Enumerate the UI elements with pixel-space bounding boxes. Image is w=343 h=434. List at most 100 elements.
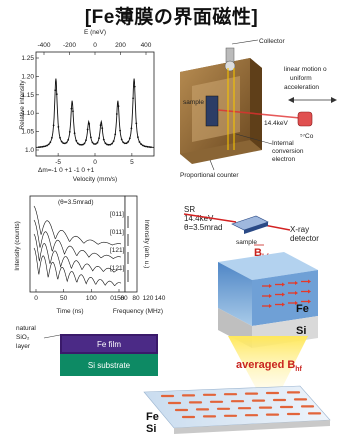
moss-data-point [55,93,58,96]
nrs-direction-label: [121] [110,265,125,272]
moss-data-point [109,143,112,146]
sr-detector-1: X-ray [290,225,309,234]
nrs-right-label: Intensity (arb. u.) [143,220,150,269]
moss-data-point [146,145,149,148]
moss-data-point [117,105,120,107]
moss-data-point [62,142,65,145]
nrs-freq-tick: 0 [110,295,114,302]
moss-data-point [72,110,74,113]
moss-data-point [59,136,61,139]
moss-ytick-label: 1.0 [25,147,34,154]
moss-data-point [120,138,123,141]
sr-line-2: 14.4keV [184,214,214,223]
moss-data-point [38,146,40,149]
moss-top-tick: -400 [37,42,50,49]
fe-moment-arrowhead [282,292,285,297]
moss-ytick-label: 1.20 [21,73,34,80]
moss-data-point [138,141,141,143]
moss-data-point [49,141,52,144]
fe-moment-arrowhead [295,301,298,305]
mossbauer-spectrum: E (neV) -400 -200 0 200 400 Relative intensi… [19,29,155,183]
sr-setup: SR 14.4keV θ=3.5mrad sample X-ray detect… [183,205,319,261]
fe-moment-arrowhead [269,294,272,298]
moss-data-point [112,140,115,143]
moss-data-point [67,139,70,141]
moss-data-point [115,113,118,115]
uniform-label: uniform [290,75,312,82]
moss-xtick-label: 0 [93,159,97,166]
moss-data-point [90,136,92,139]
internal-label-2: conversion [272,148,304,155]
moss-data-point [57,126,60,128]
page-title: [Fe薄膜の界面磁性] [84,7,259,28]
layer-label: layer [16,343,31,350]
sr-detector-2: detector [290,234,319,243]
moss-data-point [91,141,94,144]
moss-ytick-label: 1.15 [21,92,34,99]
moss-data-point [132,97,135,100]
moss-data-point [135,122,138,125]
moss-data-point [101,127,104,129]
moss-data-point [94,143,97,145]
internal-label-1: Internal [272,140,294,147]
moss-data-point [73,132,76,135]
nrs-xtick-label: 50 [60,295,68,302]
moss-data-point [127,140,130,143]
nrs-direction-label: [121] [110,247,125,254]
nrs-xtick-label: 150 [114,295,125,302]
mossbauer-ylabel: Relative intensity [19,80,26,130]
moss-data-point [77,142,79,145]
nrs-xlabel: Time (ns) [56,308,83,315]
moss-data-point [68,131,71,133]
nrs-theta-label: (θ=3.5mrad) [58,199,94,206]
moss-data-point [81,143,84,146]
moss-data-point [140,143,143,146]
moss-data-point [124,142,126,145]
moss-data-point [104,142,107,145]
moss-data-point [145,145,147,148]
moss-data-point [85,139,87,142]
fe-moment-arrowhead [282,302,285,307]
moss-top-tick: 200 [115,42,126,49]
fe-moment-arrowhead [295,291,298,295]
moss-data-point [64,142,66,145]
moss-data-point [70,107,73,110]
moss-top-tick: 0 [93,42,97,49]
moss-data-point [75,139,78,142]
nrs-ylabel: Intensity (counts) [14,221,21,271]
moss-data-point [137,136,139,139]
mossbauer-xlabel: Velocity (mm/s) [73,176,117,183]
moss-xtick-label: -5 [55,159,61,166]
moss-data-point [122,141,125,144]
moss-data-point [96,141,99,144]
nrs-time-spectrum: (θ=3.5mrad) Intensity (counts) Intensity… [14,195,166,315]
moss-data-point [111,142,113,145]
moss-top-tick: -200 [63,42,76,49]
block-fe-label: Fe [296,303,309,315]
block-si-label: Si [296,325,306,337]
nrs-freq-label: Frequency (MHz) [113,308,163,315]
sr-sample-label: sample [236,239,257,246]
nrs-freq-tick: 60 [120,295,128,302]
moss-data-point [93,143,95,145]
moss-data-point [47,143,50,146]
averaged-label: averaged Bhf [236,359,303,373]
moss-data-point [148,146,151,148]
moss-ytick-label: 1.25 [21,55,34,62]
moss-ytick-label: 1.05 [21,129,34,136]
si-substrate-label: Si substrate [88,361,131,370]
acceleration-label: acceleration [284,84,319,91]
nrs-curve [33,205,122,246]
fe-moment-arrowhead [295,281,298,285]
moss-data-point [88,123,91,125]
moss-data-point [119,129,121,132]
moss-data-point [65,141,68,144]
nrs-xtick-label: 0 [34,295,38,302]
moss-data-point [130,127,133,130]
moss-data-point [54,89,57,92]
moss-data-point [44,145,47,148]
plane-si-label: Si [146,423,156,434]
moss-data-point [52,124,55,127]
moss-xtick-label: 5 [130,159,134,166]
